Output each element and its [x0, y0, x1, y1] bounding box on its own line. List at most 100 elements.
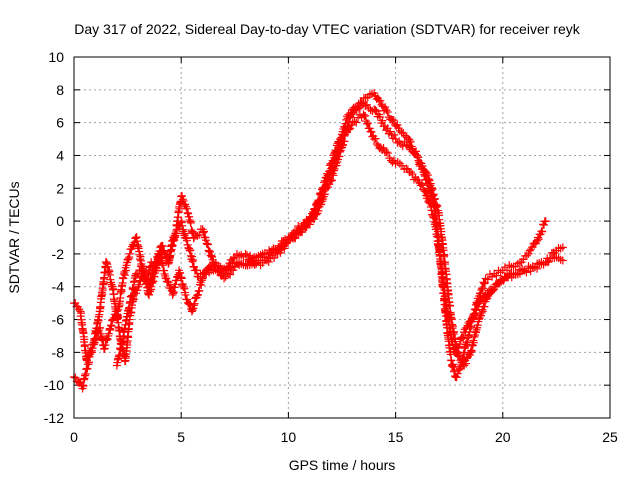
data-point-track-1 [522, 251, 531, 260]
data-point-track-3 [326, 177, 335, 186]
data-point-track-1 [133, 286, 142, 295]
data-point-track-3 [477, 308, 486, 317]
data-point-track-3 [482, 295, 491, 304]
data-point-track-2 [182, 204, 191, 213]
x-axis-label: GPS time / hours [289, 457, 396, 473]
data-point-track-1 [541, 217, 550, 226]
data-point-track-3 [267, 246, 276, 255]
data-point-track-3 [533, 264, 542, 273]
data-point-track-1 [405, 135, 414, 144]
data-point-track-2 [202, 239, 211, 248]
y-tick-label: 10 [48, 49, 64, 65]
data-point-track-3 [198, 274, 207, 283]
data-point-track-3 [460, 361, 469, 370]
data-point-track-2 [379, 144, 388, 153]
data-point-track-1 [492, 271, 501, 280]
data-point-track-3 [418, 162, 427, 171]
data-point-track-1 [453, 369, 462, 378]
data-point-track-2 [224, 262, 233, 271]
data-point-track-3 [515, 269, 524, 278]
plot-frame [73, 56, 611, 419]
data-point-track-3 [327, 176, 336, 185]
data-point-track-1 [477, 286, 486, 295]
data-point-track-3 [197, 281, 206, 290]
data-point-track-2 [359, 110, 368, 119]
data-point-track-1 [483, 275, 492, 284]
y-tick-label: 8 [56, 82, 64, 98]
data-point-track-1 [480, 279, 489, 288]
data-point-track-3 [226, 270, 235, 279]
axis-ticks: 0 5 10 15 20 25 -12 -10 -8 -6 -4 -2 0 2 4 6 8 10 [44, 49, 618, 445]
data-point-track-2 [160, 248, 169, 257]
y-tick-label: 0 [56, 213, 64, 229]
data-point-track-2 [372, 140, 381, 149]
data-point-track-2 [424, 197, 433, 206]
y-tick-label: -10 [44, 377, 64, 393]
data-point-track-2 [204, 246, 213, 255]
y-tick-label: -4 [52, 279, 65, 295]
data-point-track-2 [472, 306, 481, 315]
data-point-track-3 [440, 251, 449, 260]
data-point-track-1 [538, 227, 547, 236]
data-point-track-3 [264, 254, 273, 263]
data-point-track-3 [386, 127, 395, 136]
data-point-track-3 [462, 359, 471, 368]
data-point-track-1 [505, 261, 514, 270]
data-point-track-1 [134, 282, 143, 291]
y-tick-label: -2 [52, 246, 65, 262]
data-point-track-3 [287, 233, 296, 242]
data-point-track-1 [376, 96, 385, 105]
data-point-track-3 [340, 137, 349, 146]
data-point-track-3 [480, 302, 489, 311]
data-point-track-3 [488, 286, 497, 295]
data-point-track-1 [71, 373, 80, 382]
data-point-track-3 [355, 103, 364, 112]
data-point-track-2 [383, 149, 392, 158]
data-point-track-3 [281, 235, 290, 244]
data-point-track-3 [393, 138, 402, 147]
data-point-track-1 [389, 116, 398, 125]
data-point-track-2 [455, 340, 464, 349]
data-point-track-3 [371, 106, 380, 115]
data-point-track-3 [499, 276, 508, 285]
data-point-track-1 [526, 245, 535, 254]
data-point-track-3 [335, 152, 344, 161]
data-point-track-2 [461, 328, 470, 337]
data-point-track-2 [204, 240, 212, 249]
data-point-track-3 [335, 147, 344, 156]
data-point-track-3 [329, 166, 338, 175]
data-point-track-1 [102, 336, 111, 345]
y-tick-label: 6 [56, 115, 64, 131]
data-point-track-3 [302, 215, 311, 224]
data-point-track-3 [197, 276, 206, 285]
y-tick-label: -12 [44, 410, 64, 426]
x-tick-label: 20 [495, 429, 511, 445]
data-point-track-2 [190, 233, 199, 242]
data-point-track-2 [470, 310, 479, 319]
data-point-track-3 [177, 274, 186, 283]
data-point-track-3 [475, 315, 484, 324]
data-point-track-2 [417, 180, 426, 189]
data-point-track-3 [455, 352, 464, 361]
data-point-track-2 [195, 230, 204, 239]
data-point-track-2 [276, 248, 285, 257]
data-point-track-2 [246, 251, 255, 260]
y-tick-label: -8 [52, 344, 65, 360]
data-point-track-3 [522, 267, 531, 276]
data-point-track-3 [490, 285, 499, 294]
y-axis-label: SDTVAR / TECUs [6, 181, 22, 293]
data-point-track-2 [193, 231, 202, 240]
data-point-track-2 [371, 134, 380, 143]
data-point-track-3 [329, 171, 338, 180]
data-point-track-1 [452, 373, 461, 382]
data-point-track-3 [332, 161, 341, 170]
data-point-track-1 [533, 236, 542, 245]
chart-grid [74, 57, 610, 418]
data-point-track-3 [128, 291, 137, 300]
data-point-track-2 [87, 346, 96, 355]
data-point-track-3 [193, 290, 202, 299]
data-point-track-1 [103, 335, 112, 344]
data-point-track-1 [383, 108, 392, 117]
y-tick-label: -6 [52, 312, 65, 328]
